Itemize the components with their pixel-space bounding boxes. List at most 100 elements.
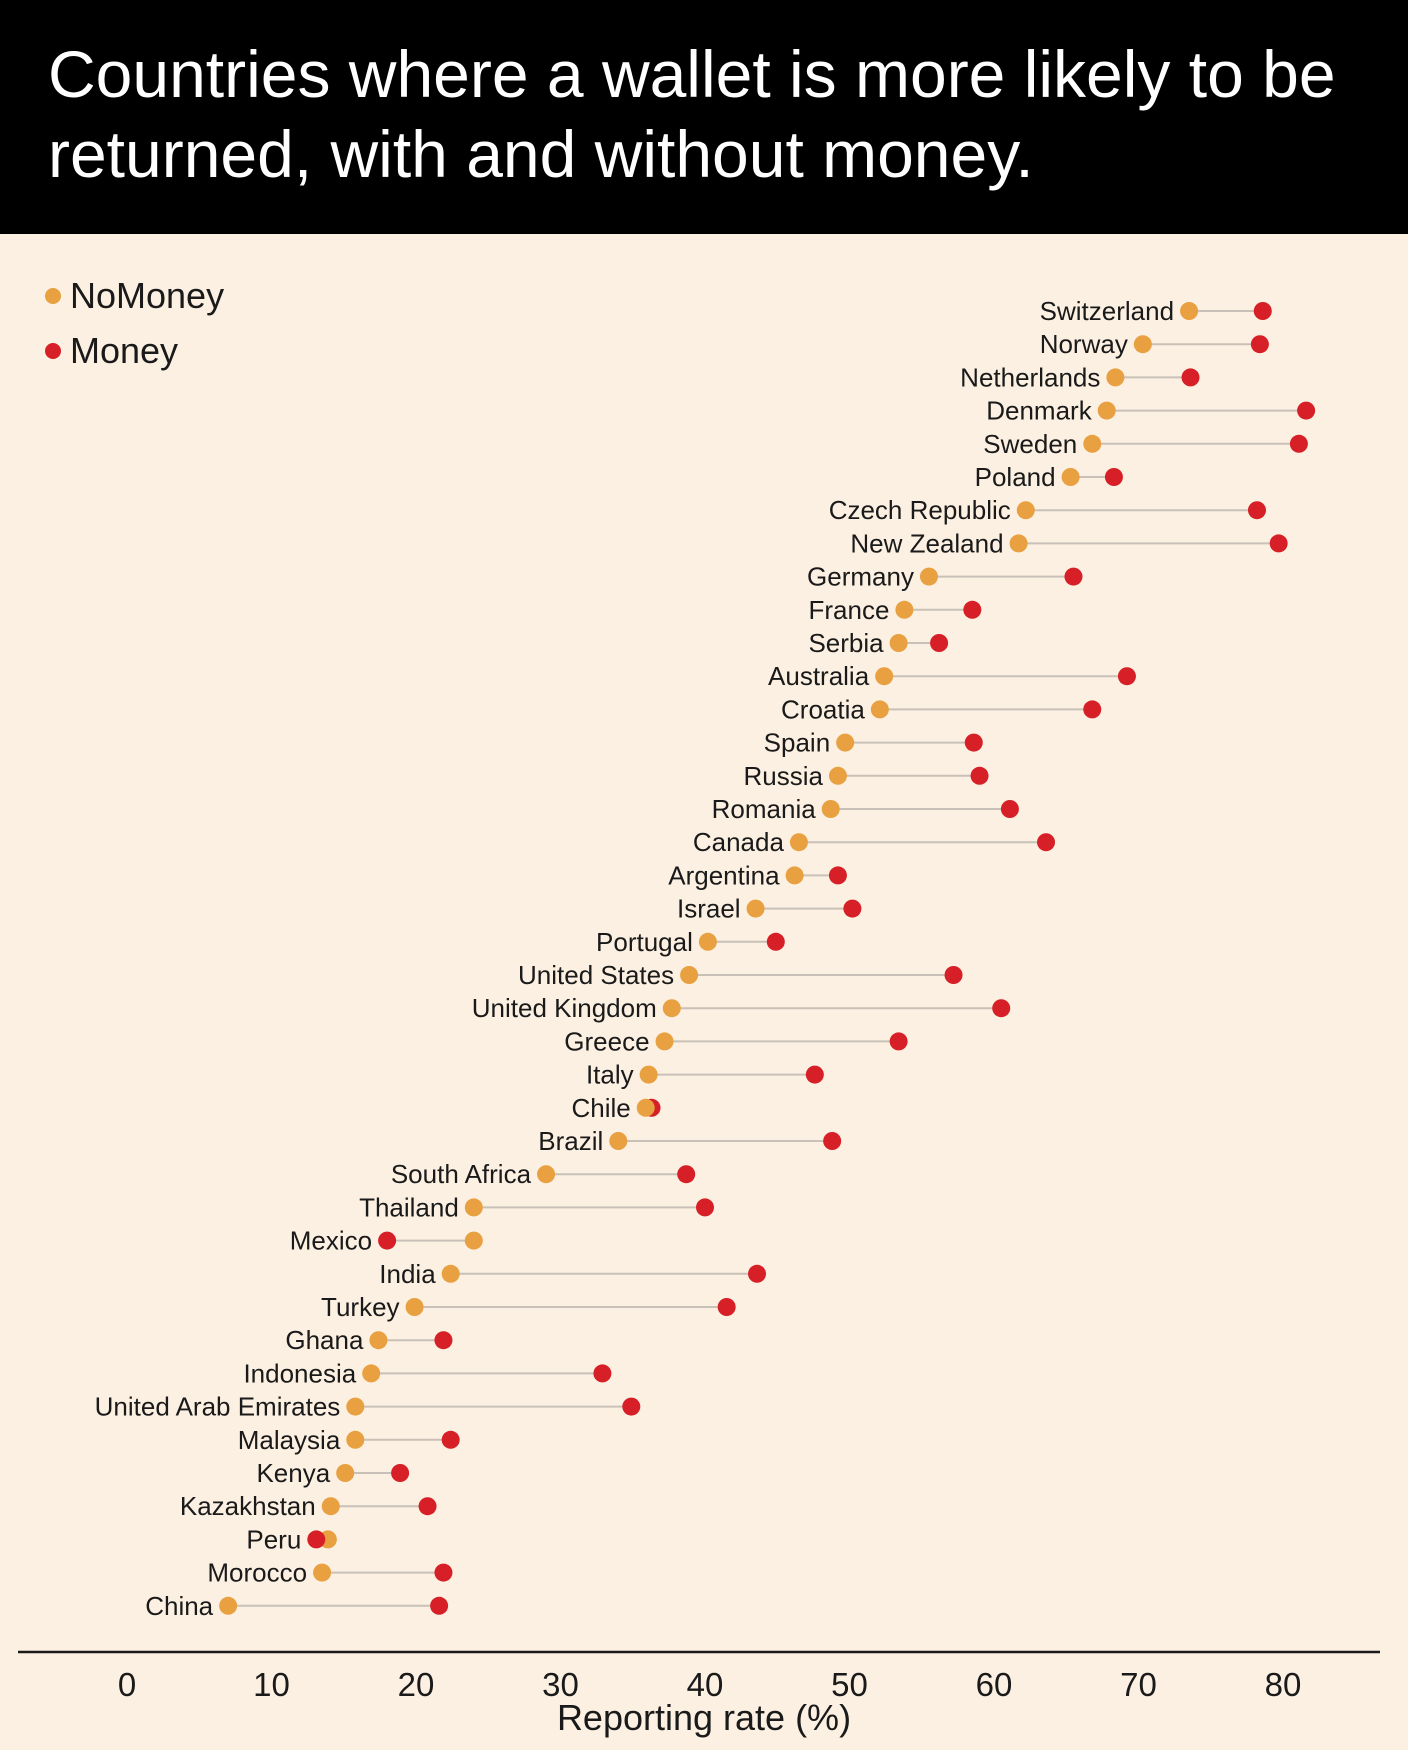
money-point (805, 1065, 824, 1084)
country-label: Mexico (290, 1226, 372, 1256)
nomoney-point (369, 1331, 388, 1350)
nomoney-point (405, 1298, 424, 1316)
country-label: Portugal (596, 927, 693, 957)
country-label: Israel (677, 894, 741, 924)
nomoney-point (785, 866, 804, 885)
nomoney-point (828, 766, 847, 785)
row-portugal: Portugal (596, 927, 785, 957)
nomoney-point (537, 1165, 556, 1184)
row-thailand: Thailand (359, 1192, 714, 1222)
country-label: United Kingdom (472, 993, 657, 1023)
money-point (748, 1264, 767, 1283)
x-axis-title: Reporting rate (%) (557, 1697, 851, 1738)
x-tick-label: 0 (118, 1666, 136, 1703)
money-point (418, 1497, 437, 1516)
nomoney-point (1061, 468, 1080, 486)
money-point (964, 733, 983, 752)
country-label: Sweden (983, 429, 1077, 459)
nomoney-point (821, 800, 840, 818)
money-point (930, 634, 949, 652)
country-label: New Zealand (850, 528, 1003, 558)
money-point (1037, 833, 1056, 852)
nomoney-point (464, 1231, 483, 1250)
country-label: United Arab Emirates (95, 1392, 341, 1422)
money-point (434, 1331, 453, 1350)
money-point (378, 1231, 397, 1250)
country-label: United States (518, 960, 674, 990)
money-point (828, 866, 847, 885)
nomoney-point (321, 1497, 340, 1516)
legend-nomoney-label: NoMoney (70, 275, 224, 316)
country-label: Morocco (207, 1558, 307, 1588)
row-kenya: Kenya (256, 1458, 410, 1488)
country-label: Turkey (321, 1292, 400, 1322)
nomoney-point (875, 667, 894, 686)
row-canada: Canada (693, 827, 1056, 857)
row-greece: Greece (564, 1026, 908, 1056)
nomoney-point (346, 1430, 365, 1449)
money-point (1253, 302, 1272, 320)
row-spain: Spain (764, 728, 983, 758)
money-point (1269, 534, 1288, 553)
money-point (430, 1596, 449, 1615)
nomoney-point (655, 1032, 674, 1051)
row-morocco: Morocco (207, 1558, 453, 1588)
country-label: South Africa (391, 1159, 532, 1189)
nomoney-point (346, 1397, 365, 1416)
money-point (1104, 468, 1123, 486)
row-united-kingdom: United Kingdom (472, 993, 1011, 1023)
row-peru: Peru (246, 1524, 337, 1554)
x-tick-label: 40 (687, 1666, 724, 1703)
row-south-africa: South Africa (391, 1159, 696, 1189)
nomoney-point (1106, 368, 1125, 387)
x-axis-ticks: 0 10 20 30 40 50 60 70 80 (118, 1666, 1302, 1703)
row-sweden: Sweden (983, 429, 1308, 459)
country-label: Poland (975, 462, 1056, 492)
nomoney-point (662, 999, 681, 1018)
country-label: Czech Republic (829, 495, 1011, 525)
country-label: Argentina (668, 860, 780, 890)
x-tick-label: 20 (398, 1666, 435, 1703)
x-tick-label: 10 (253, 1666, 290, 1703)
nomoney-point (219, 1596, 238, 1615)
country-label: Indonesia (243, 1358, 356, 1388)
country-label: Germany (807, 562, 914, 592)
country-label: Chile (572, 1093, 631, 1123)
row-malaysia: Malaysia (238, 1425, 460, 1455)
row-poland: Poland (975, 462, 1123, 492)
nomoney-point (836, 733, 855, 752)
row-switzerland: Switzerland (1040, 296, 1272, 326)
country-label: Kenya (256, 1458, 330, 1488)
country-label: Kazakhstan (180, 1491, 316, 1521)
nomoney-point (789, 833, 808, 852)
row-turkey: Turkey (321, 1292, 736, 1322)
x-tick-label: 60 (976, 1666, 1013, 1703)
nomoney-point (636, 1098, 655, 1117)
country-label: Brazil (538, 1126, 603, 1156)
country-label: Denmark (986, 396, 1092, 426)
country-label: Serbia (808, 628, 884, 658)
row-denmark: Denmark (986, 396, 1316, 426)
country-label: Romania (712, 794, 817, 824)
country-label: Canada (693, 827, 785, 857)
title-bar: Countries where a wallet is more likely … (0, 0, 1408, 234)
row-romania: Romania (712, 794, 1019, 824)
row-germany: Germany (807, 562, 1083, 592)
row-france: France (808, 595, 982, 625)
row-brazil: Brazil (538, 1126, 842, 1156)
row-new-zealand: New Zealand (850, 528, 1288, 558)
row-ghana: Ghana (285, 1325, 453, 1355)
x-tick-label: 50 (831, 1666, 868, 1703)
x-tick-label: 30 (542, 1666, 579, 1703)
nomoney-point (362, 1364, 381, 1383)
nomoney-point (1016, 501, 1035, 520)
money-point (696, 1198, 714, 1217)
country-label: Switzerland (1040, 296, 1174, 326)
money-point (307, 1530, 326, 1549)
money-point (963, 600, 982, 619)
row-serbia: Serbia (808, 628, 949, 658)
country-label: Malaysia (238, 1425, 341, 1455)
row-indonesia: Indonesia (243, 1358, 612, 1388)
nomoney-point (1083, 434, 1102, 453)
